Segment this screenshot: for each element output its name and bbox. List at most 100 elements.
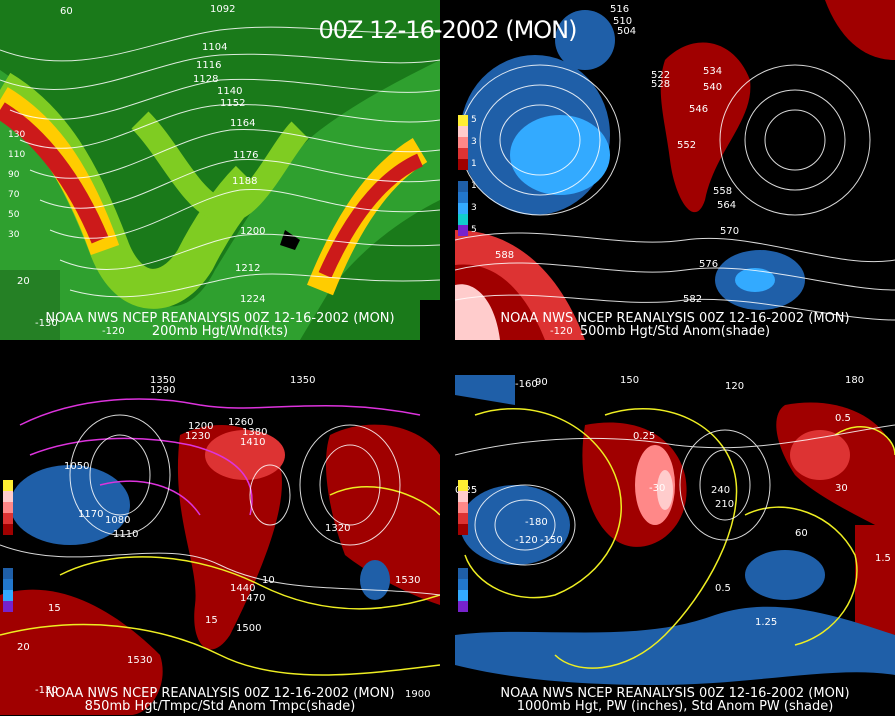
colorbar-swatch bbox=[458, 225, 468, 236]
colorbar-label: 5 bbox=[471, 115, 477, 125]
colorbar-swatch bbox=[3, 590, 13, 601]
contour-label: 576 bbox=[699, 259, 719, 270]
contour-label: 1.5 bbox=[875, 553, 891, 564]
contour-label: 1230 bbox=[185, 431, 211, 442]
contour-label: 210 bbox=[715, 499, 735, 510]
colorbar-swatch bbox=[458, 126, 468, 137]
contour-label: 528 bbox=[651, 79, 671, 90]
latlon-60: 60 bbox=[60, 6, 73, 17]
contour-label: 534 bbox=[703, 66, 723, 77]
colorbar-label: 3 bbox=[471, 137, 477, 147]
contour-label: 546 bbox=[689, 104, 709, 115]
contour-label: 1080 bbox=[105, 515, 131, 526]
main-title: 00Z 12-16-2002 (MON) bbox=[318, 16, 578, 44]
latlon-120: -120 bbox=[550, 326, 573, 337]
contour-label: 1380 bbox=[242, 427, 268, 438]
colorbar-swatch bbox=[458, 203, 468, 214]
contour-label: 1212 bbox=[235, 263, 261, 274]
latlon-160: -160 bbox=[515, 379, 538, 390]
contour-label: 1188 bbox=[232, 176, 258, 187]
colorbar-swatch bbox=[458, 524, 468, 535]
colorbar-label: 110 bbox=[8, 150, 26, 160]
contour-label: 552 bbox=[677, 140, 697, 151]
colorbar-swatch bbox=[3, 502, 13, 513]
colorbar-label: 3 bbox=[471, 203, 477, 213]
panel-200mb: 60 1092 1104 1116 1128 1140 1152 1164 11… bbox=[0, 0, 440, 340]
colorbar-swatch bbox=[458, 159, 468, 170]
caption-field: 850mb Hgt/Tmpc/Std Anom Tmpc(shade) bbox=[84, 699, 356, 714]
contour-label: -120 bbox=[515, 535, 538, 546]
contour-label: 120 bbox=[725, 381, 745, 392]
contour-label: 240 bbox=[711, 485, 731, 496]
colorbar-swatch bbox=[3, 524, 13, 535]
contour-label: 1260 bbox=[228, 417, 254, 428]
contour-label: 1350 bbox=[150, 375, 176, 386]
latlon-130: -130 bbox=[35, 685, 58, 696]
contour-label: 10 bbox=[262, 575, 275, 586]
contour-label: 516 bbox=[610, 4, 630, 15]
colorbar-swatch bbox=[3, 579, 13, 590]
colorbar-label: 130 bbox=[8, 130, 26, 140]
colorbar-swatch bbox=[458, 148, 468, 159]
colorbar-swatch bbox=[458, 491, 468, 502]
colorbar-swatch bbox=[3, 601, 13, 612]
caption-source: NOAA NWS NCEP REANALYSIS 00Z 12-16-2002 … bbox=[500, 686, 850, 701]
latlon-130: -130 bbox=[35, 318, 58, 329]
colorbar-swatch bbox=[458, 590, 468, 601]
contour-label: 1200 bbox=[240, 226, 266, 237]
map-500mb bbox=[455, 0, 895, 340]
contour-label: 1128 bbox=[193, 74, 219, 85]
contour-label: 1900 bbox=[405, 689, 431, 700]
contour-label: 1410 bbox=[240, 437, 266, 448]
colorbar-swatch bbox=[458, 601, 468, 612]
colorbar-label: 50 bbox=[8, 210, 20, 220]
contour-label: 1164 bbox=[230, 118, 256, 129]
contour-label: 180 bbox=[845, 375, 865, 386]
contour-label: 1050 bbox=[64, 461, 90, 472]
caption-field: 200mb Hgt/Wnd(kts) bbox=[151, 324, 289, 339]
contour-label: 1320 bbox=[325, 523, 351, 534]
contour-label: 1224 bbox=[240, 294, 266, 305]
contour-label: 1500 bbox=[236, 623, 262, 634]
contour-label: -150 bbox=[540, 535, 563, 546]
contour-label: 90 bbox=[535, 377, 548, 388]
colorbar-swatch bbox=[458, 181, 468, 192]
latlon-120: -120 bbox=[102, 326, 125, 337]
contour-label: 1290 bbox=[150, 385, 176, 396]
contour-label: 558 bbox=[713, 186, 733, 197]
colorbar-swatch bbox=[458, 502, 468, 513]
latlon-20: 20 bbox=[17, 642, 30, 653]
colorbar-swatch bbox=[3, 513, 13, 524]
map-200mb bbox=[0, 0, 440, 340]
contour-label: 0.25 bbox=[633, 431, 656, 442]
panel-500mb: 516 510 504 522 528 534 540 546 552 558 … bbox=[455, 0, 895, 340]
contour-label: 1104 bbox=[202, 42, 228, 53]
colorbar-label: 1 bbox=[471, 159, 477, 169]
caption-source: NOAA NWS NCEP REANALYSIS 00Z 12-16-2002 … bbox=[45, 686, 395, 701]
contour-label: 0.5 bbox=[835, 413, 851, 424]
colorbar-swatch bbox=[458, 579, 468, 590]
panel-850mb: 1350 1350 1290 1260 1230 1200 1380 1410 … bbox=[0, 375, 440, 715]
colorbar-swatch bbox=[3, 568, 13, 579]
contour-label: 0.5 bbox=[715, 583, 731, 594]
colorbar-swatch bbox=[458, 568, 468, 579]
panel-1000mb: 90 150 120 180 0.25 0.25 0.5 0.5 -30 30 … bbox=[455, 375, 895, 715]
contour-label: 1.25 bbox=[755, 617, 778, 628]
caption-field: 1000mb Hgt, PW (inches), Std Anom PW (sh… bbox=[516, 699, 834, 714]
contour-label: 582 bbox=[683, 294, 703, 305]
colorbar-swatch bbox=[458, 115, 468, 126]
contour-label: 15 bbox=[48, 603, 61, 614]
colorbar-swatch bbox=[458, 137, 468, 148]
contour-label: 510 bbox=[613, 16, 633, 27]
contour-label: 1350 bbox=[290, 375, 316, 386]
contour-label: 1470 bbox=[240, 593, 266, 604]
caption-source: NOAA NWS NCEP REANALYSIS 00Z 12-16-2002 … bbox=[45, 311, 395, 326]
colorbar-swatch bbox=[3, 480, 13, 491]
contour-label: 1530 bbox=[127, 655, 153, 666]
contour-label: 588 bbox=[495, 250, 515, 261]
map-850mb bbox=[0, 375, 440, 715]
contour-label: 1170 bbox=[78, 509, 104, 520]
contour-label: 1092 bbox=[210, 4, 236, 15]
contour-label: 1152 bbox=[220, 98, 246, 109]
caption-field: 500mb Hgt/Std Anom(shade) bbox=[579, 324, 771, 339]
